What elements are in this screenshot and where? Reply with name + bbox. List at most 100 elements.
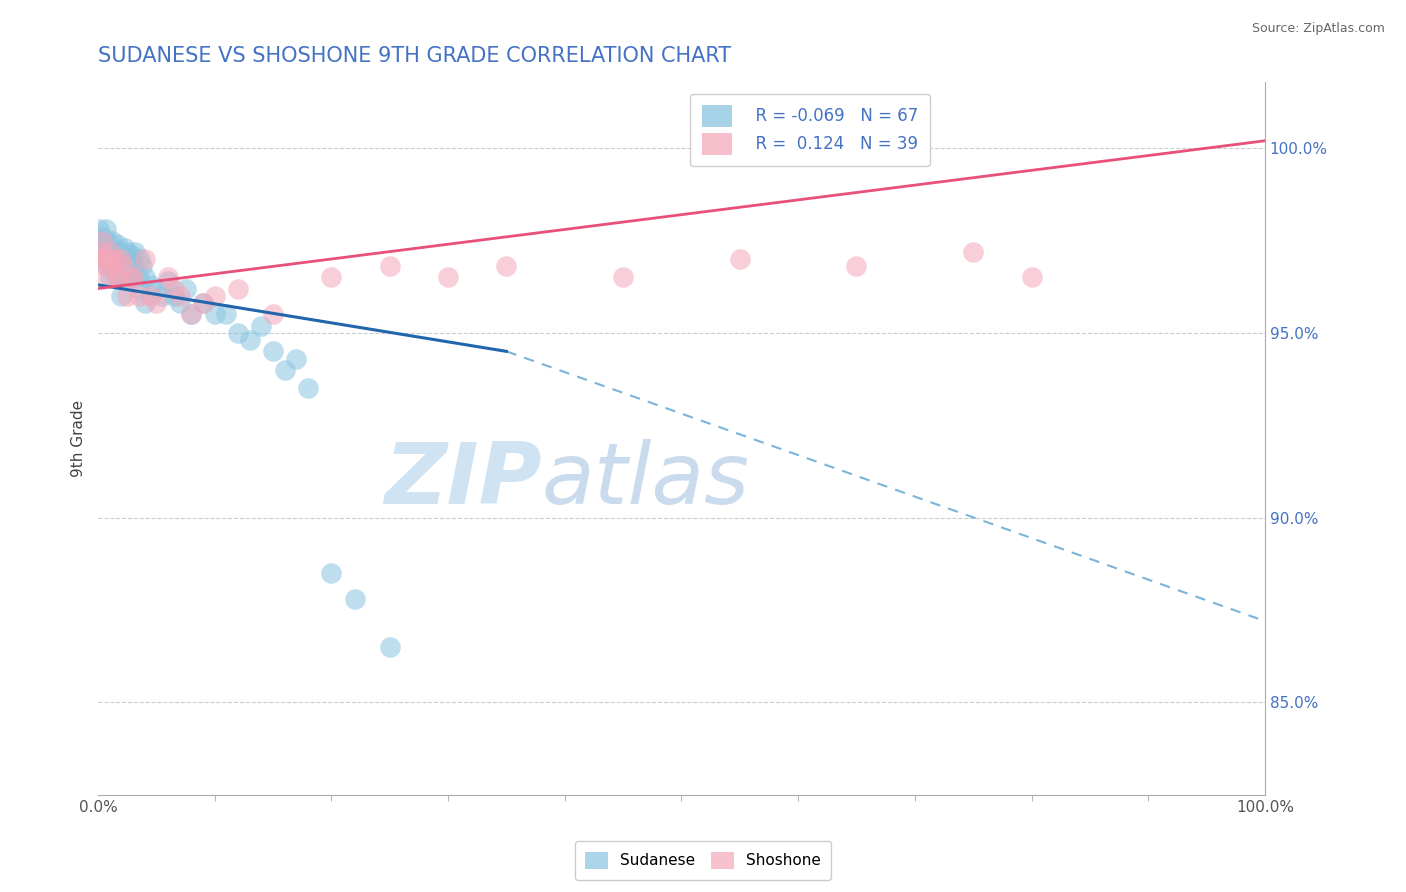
Point	[91, 230, 114, 244]
Point	[191, 296, 214, 310]
Point	[274, 363, 297, 377]
Point	[163, 281, 186, 295]
Point	[101, 260, 124, 274]
Point	[134, 252, 156, 266]
Point	[845, 260, 868, 274]
Point	[157, 274, 180, 288]
Point	[110, 252, 132, 266]
Legend:   R = -0.069   N = 67,   R =  0.124   N = 39: R = -0.069 N = 67, R = 0.124 N = 39	[690, 94, 929, 167]
Point	[321, 270, 343, 285]
Point	[134, 296, 156, 310]
Point	[98, 252, 121, 266]
Point	[101, 260, 124, 274]
Point	[108, 270, 131, 285]
Point	[204, 289, 226, 303]
Point	[110, 252, 132, 266]
Text: ZIP: ZIP	[384, 440, 541, 523]
Point	[96, 260, 118, 274]
Point	[118, 252, 141, 266]
Point	[169, 289, 191, 303]
Point	[145, 281, 167, 295]
Point	[104, 252, 127, 266]
Point	[104, 260, 127, 274]
Point	[128, 281, 150, 295]
Point	[226, 281, 249, 295]
Point	[105, 270, 128, 285]
Point	[124, 244, 146, 259]
Point	[1021, 270, 1043, 285]
Point	[115, 289, 138, 303]
Point	[90, 234, 112, 248]
Point	[98, 244, 121, 259]
Point	[122, 260, 145, 274]
Point	[120, 270, 142, 285]
Text: Source: ZipAtlas.com: Source: ZipAtlas.com	[1251, 22, 1385, 36]
Point	[139, 289, 162, 303]
Point	[100, 248, 122, 262]
Point	[110, 270, 132, 285]
Point	[174, 281, 197, 295]
Point	[728, 252, 751, 266]
Point	[169, 296, 191, 310]
Y-axis label: 9th Grade: 9th Grade	[72, 400, 86, 476]
Point	[103, 244, 125, 259]
Point	[97, 237, 120, 252]
Point	[378, 260, 401, 274]
Point	[122, 270, 145, 285]
Point	[104, 270, 127, 285]
Point	[134, 270, 156, 285]
Point	[129, 252, 152, 266]
Point	[94, 241, 117, 255]
Point	[115, 270, 138, 285]
Point	[145, 296, 167, 310]
Point	[94, 260, 117, 274]
Point	[495, 260, 517, 274]
Point	[122, 270, 145, 285]
Point	[285, 351, 308, 366]
Point	[89, 234, 111, 248]
Point	[101, 234, 124, 248]
Point	[89, 222, 111, 236]
Point	[107, 267, 129, 281]
Point	[110, 289, 132, 303]
Point	[226, 326, 249, 340]
Point	[117, 260, 139, 274]
Point	[180, 307, 202, 321]
Point	[96, 252, 118, 266]
Point	[321, 566, 343, 580]
Point	[128, 289, 150, 303]
Point	[91, 252, 114, 266]
Point	[96, 222, 118, 236]
Point	[437, 270, 460, 285]
Point	[157, 270, 180, 285]
Point	[262, 344, 284, 359]
Point	[90, 244, 112, 259]
Point	[100, 252, 122, 266]
Point	[93, 252, 115, 266]
Point	[191, 296, 214, 310]
Point	[262, 307, 284, 321]
Point	[343, 591, 366, 606]
Point	[93, 252, 115, 266]
Point	[131, 260, 153, 274]
Point	[103, 252, 125, 266]
Point	[215, 307, 238, 321]
Point	[96, 270, 118, 285]
Text: atlas: atlas	[541, 440, 749, 523]
Point	[105, 237, 128, 252]
Legend: Sudanese, Shoshone: Sudanese, Shoshone	[575, 841, 831, 880]
Text: SUDANESE VS SHOSHONE 9TH GRADE CORRELATION CHART: SUDANESE VS SHOSHONE 9TH GRADE CORRELATI…	[98, 46, 731, 66]
Point	[98, 270, 121, 285]
Point	[378, 640, 401, 654]
Point	[96, 252, 118, 266]
Point	[127, 270, 149, 285]
Point	[108, 260, 131, 274]
Point	[121, 248, 143, 262]
Point	[89, 244, 111, 259]
Point	[111, 252, 134, 266]
Point	[139, 277, 162, 292]
Point	[239, 333, 262, 347]
Point	[612, 270, 634, 285]
Point	[112, 260, 135, 274]
Point	[112, 260, 135, 274]
